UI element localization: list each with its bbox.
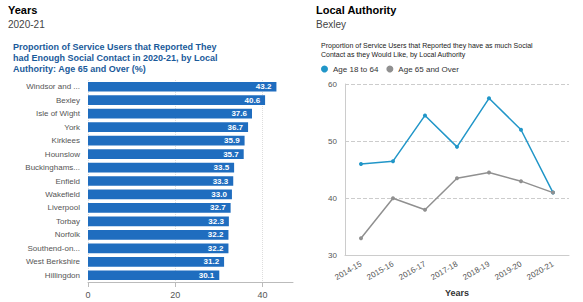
svg-text:32.2: 32.2 xyxy=(208,230,224,239)
svg-text:40: 40 xyxy=(257,290,267,300)
svg-text:Authority: Age 65 and Over (%): Authority: Age 65 and Over (%) xyxy=(13,64,146,74)
svg-text:32.7: 32.7 xyxy=(210,203,226,212)
svg-text:37.6: 37.6 xyxy=(231,109,247,118)
svg-text:Bexley: Bexley xyxy=(316,19,346,30)
svg-text:had Enough Social Contact in 2: had Enough Social Contact in 2020-21, by… xyxy=(13,53,218,63)
svg-text:Proportion of Service Users th: Proportion of Service Users that Reporte… xyxy=(13,42,217,52)
svg-text:Liverpool: Liverpool xyxy=(48,203,81,212)
svg-text:2020-21: 2020-21 xyxy=(8,19,45,30)
svg-text:36.7: 36.7 xyxy=(227,123,243,132)
svg-text:2020-21: 2020-21 xyxy=(525,259,555,282)
svg-text:Age 18 to 64: Age 18 to 64 xyxy=(333,65,379,74)
svg-text:Isle of Wight: Isle of Wight xyxy=(36,109,81,118)
svg-text:Age 65 and Over: Age 65 and Over xyxy=(398,65,459,74)
svg-text:40: 40 xyxy=(328,194,337,203)
svg-text:Norfolk: Norfolk xyxy=(55,230,81,239)
svg-text:Bexley: Bexley xyxy=(56,96,80,105)
svg-text:2018-19: 2018-19 xyxy=(461,259,491,282)
svg-text:50: 50 xyxy=(328,137,337,146)
svg-text:32.3: 32.3 xyxy=(208,217,224,226)
svg-text:Torbay: Torbay xyxy=(56,217,80,226)
svg-text:York: York xyxy=(64,123,81,132)
svg-text:2014-15: 2014-15 xyxy=(333,259,363,282)
svg-text:Years: Years xyxy=(445,288,469,298)
svg-text:35.7: 35.7 xyxy=(223,150,239,159)
svg-text:0: 0 xyxy=(85,290,90,300)
svg-text:2016-17: 2016-17 xyxy=(397,259,427,282)
svg-text:60: 60 xyxy=(328,80,337,89)
svg-text:Hounslow: Hounslow xyxy=(45,150,80,159)
svg-text:Contact as they Would Like, by: Contact as they Would Like, by Local Aut… xyxy=(321,51,466,59)
svg-text:2019-20: 2019-20 xyxy=(493,259,523,282)
svg-text:30: 30 xyxy=(328,251,337,260)
svg-text:Southend-on...: Southend-on... xyxy=(28,244,80,253)
svg-text:31.2: 31.2 xyxy=(204,257,220,266)
svg-text:Wakefield: Wakefield xyxy=(45,190,80,199)
svg-text:33.3: 33.3 xyxy=(213,177,229,186)
svg-text:Windsor and ...: Windsor and ... xyxy=(26,82,80,91)
svg-text:43.2: 43.2 xyxy=(256,82,272,91)
svg-text:Years: Years xyxy=(8,4,37,16)
svg-text:Buckinghams...: Buckinghams... xyxy=(25,163,80,172)
svg-text:Hillingdon: Hillingdon xyxy=(45,271,80,280)
svg-text:35.9: 35.9 xyxy=(224,136,240,145)
svg-text:Local Authority: Local Authority xyxy=(316,4,397,16)
svg-text:33.5: 33.5 xyxy=(214,163,230,172)
svg-text:32.2: 32.2 xyxy=(208,244,224,253)
svg-text:West Berkshire: West Berkshire xyxy=(26,257,81,266)
svg-text:Enfield: Enfield xyxy=(56,177,80,186)
svg-text:Proportion of Service Users th: Proportion of Service Users that Reporte… xyxy=(321,42,533,50)
svg-text:2015-16: 2015-16 xyxy=(365,259,395,282)
svg-text:20: 20 xyxy=(170,290,180,300)
svg-text:2017-18: 2017-18 xyxy=(429,259,459,282)
svg-text:40.6: 40.6 xyxy=(245,96,261,105)
svg-text:Kirklees: Kirklees xyxy=(52,136,80,145)
svg-text:30.1: 30.1 xyxy=(199,271,215,280)
svg-text:33.0: 33.0 xyxy=(211,190,227,199)
